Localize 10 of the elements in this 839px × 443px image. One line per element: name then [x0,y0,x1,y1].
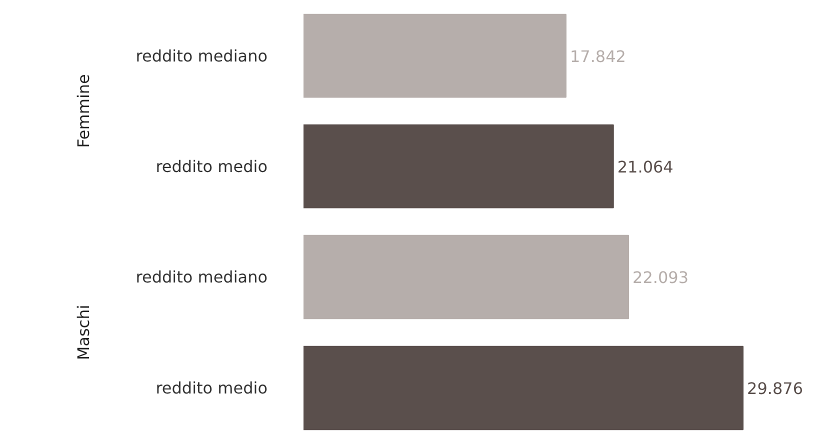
data-label: 29.876 [747,379,804,398]
y-tick-label: reddito medio [156,378,268,398]
data-label: 22.093 [632,268,689,287]
data-label: 17.842 [570,46,626,66]
y-tick-label: reddito medio [156,156,268,176]
data-label: 21.064 [617,157,674,176]
y-axis-title: Femmine [74,74,93,148]
y-axis-title: Maschi [74,304,93,360]
y-tick-label: reddito mediano [136,46,268,66]
y-tick-label: reddito mediano [136,268,268,286]
